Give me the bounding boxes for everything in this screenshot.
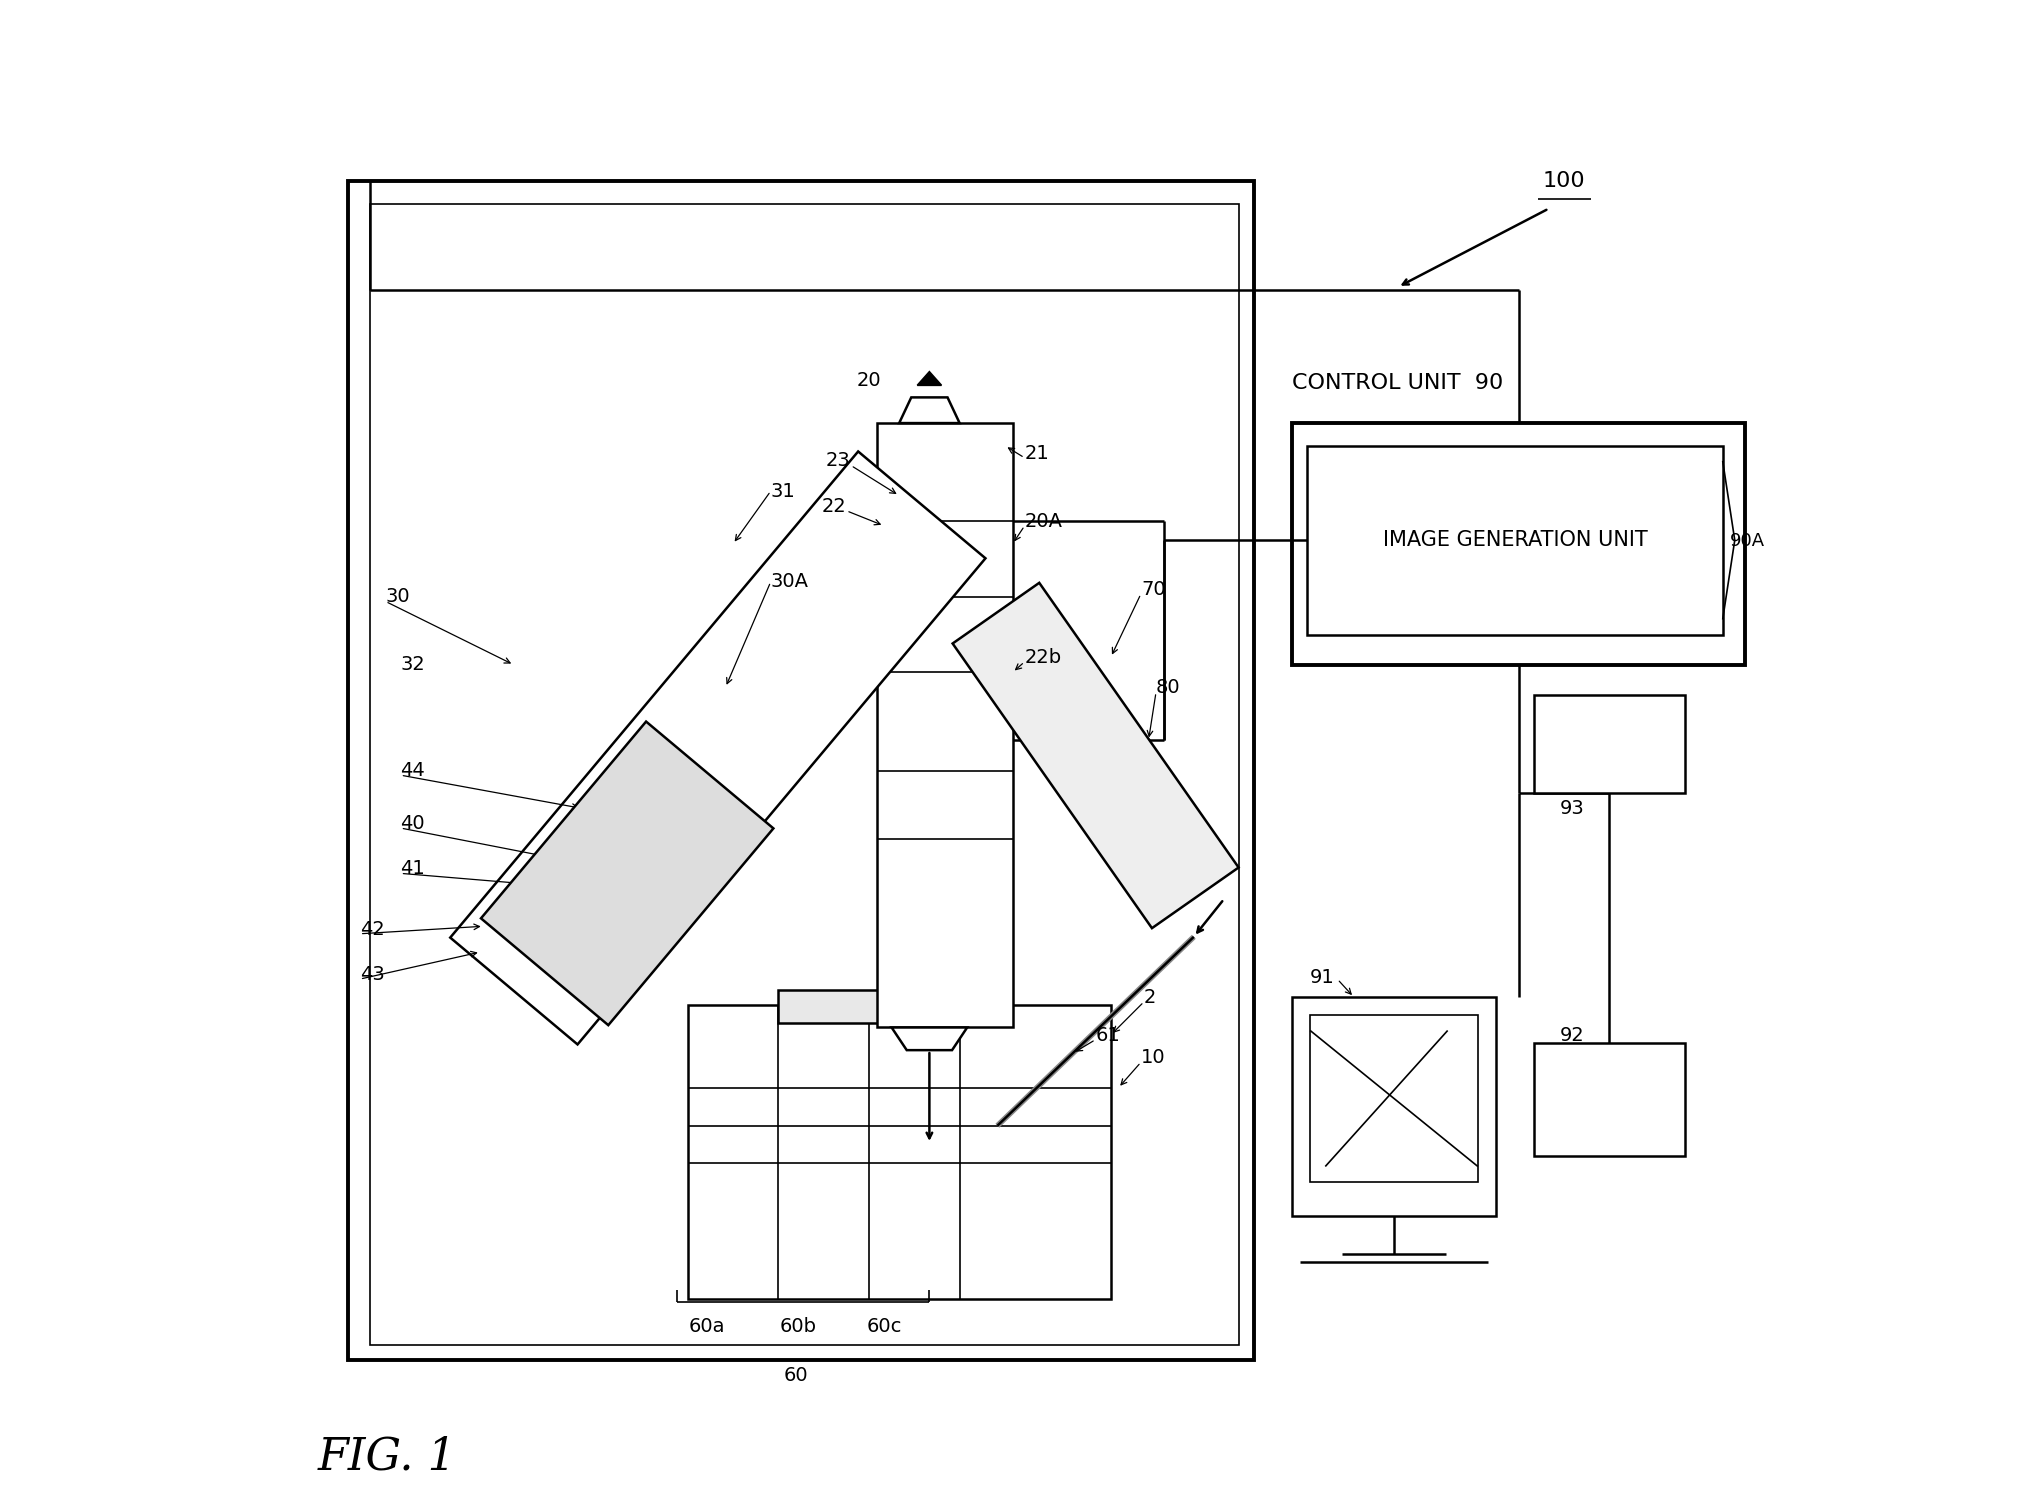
- Bar: [688, 1005, 1112, 1299]
- Bar: [1310, 1015, 1478, 1182]
- Text: FIG. 1: FIG. 1: [318, 1435, 456, 1479]
- Bar: [1533, 695, 1685, 793]
- Text: 80: 80: [1156, 678, 1181, 697]
- Text: 91: 91: [1310, 969, 1334, 987]
- Text: 44: 44: [401, 762, 425, 780]
- Text: 32: 32: [401, 656, 425, 674]
- Text: 90A: 90A: [1729, 532, 1766, 550]
- Text: 31: 31: [772, 482, 796, 500]
- Text: 10: 10: [1140, 1049, 1166, 1067]
- Polygon shape: [899, 397, 960, 423]
- Polygon shape: [450, 452, 986, 1044]
- Text: 100: 100: [1543, 171, 1586, 192]
- Text: 40: 40: [401, 814, 425, 833]
- Text: CONTROL UNIT  90: CONTROL UNIT 90: [1292, 373, 1503, 393]
- Text: 60b: 60b: [780, 1318, 816, 1336]
- Text: IMAGE GENERATION UNIT: IMAGE GENERATION UNIT: [1383, 530, 1646, 550]
- Text: 61: 61: [1096, 1026, 1120, 1044]
- Text: 2: 2: [1144, 988, 1156, 1006]
- Text: 22: 22: [822, 497, 846, 515]
- Text: 60: 60: [784, 1366, 808, 1384]
- Text: 92: 92: [1559, 1026, 1584, 1044]
- Text: 60a: 60a: [688, 1318, 725, 1336]
- Text: 30A: 30A: [772, 573, 808, 591]
- Polygon shape: [952, 583, 1239, 928]
- Polygon shape: [482, 722, 774, 1024]
- Bar: [348, 181, 1253, 1360]
- Bar: [371, 204, 1239, 1345]
- Text: 30: 30: [385, 588, 409, 606]
- Text: 43: 43: [360, 966, 385, 984]
- Bar: [877, 423, 1012, 1027]
- Bar: [1292, 423, 1746, 665]
- Polygon shape: [917, 372, 942, 385]
- Bar: [1292, 997, 1496, 1216]
- Text: 20A: 20A: [1025, 512, 1063, 530]
- Text: 42: 42: [360, 920, 385, 938]
- Text: 20: 20: [857, 372, 881, 390]
- Text: 70: 70: [1140, 580, 1166, 598]
- Text: 60c: 60c: [867, 1318, 901, 1336]
- Polygon shape: [891, 1027, 968, 1050]
- Text: 93: 93: [1559, 799, 1584, 817]
- Text: 21: 21: [1025, 444, 1049, 462]
- Text: 23: 23: [826, 452, 850, 470]
- Bar: [778, 990, 960, 1023]
- Text: 22b: 22b: [1025, 648, 1061, 666]
- Bar: [1308, 446, 1723, 635]
- Text: 41: 41: [401, 860, 425, 878]
- Bar: [1533, 1043, 1685, 1156]
